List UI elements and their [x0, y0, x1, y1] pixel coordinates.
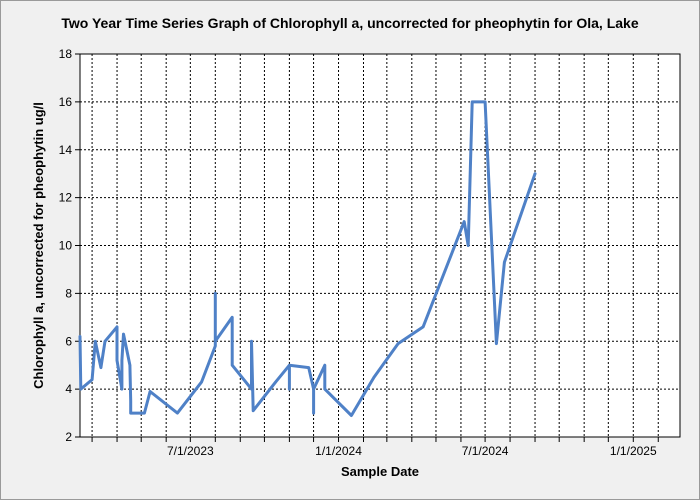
y-tick-label: 18	[59, 47, 73, 61]
data-point	[78, 335, 82, 338]
data-point	[307, 366, 310, 369]
data-point	[396, 342, 400, 345]
data-point	[462, 220, 466, 223]
y-tick-label: 8	[65, 286, 72, 300]
data-point	[471, 100, 474, 104]
y-tick-label: 10	[59, 239, 73, 253]
y-tick-label: 14	[59, 143, 73, 157]
x-tick-label: 1/1/2025	[610, 444, 657, 458]
y-gridlines	[80, 101, 680, 390]
y-tick-label: 16	[59, 95, 73, 109]
data-point	[421, 325, 425, 329]
data-point	[288, 387, 291, 391]
data-point	[99, 366, 103, 369]
data-point	[250, 387, 253, 391]
data-point	[350, 414, 353, 417]
data-point	[129, 399, 132, 403]
data-point	[251, 409, 255, 412]
y-tick-label: 12	[59, 191, 73, 205]
data-point	[231, 363, 234, 367]
data-point	[288, 363, 291, 367]
data-point	[312, 411, 315, 415]
data-point	[323, 363, 327, 367]
data-point	[200, 380, 203, 384]
data-point	[120, 387, 124, 391]
data-point	[120, 359, 124, 362]
data-point	[372, 375, 376, 379]
x-tick-label: 1/1/2024	[315, 444, 362, 458]
data-point	[214, 292, 217, 295]
x-tick-label: 7/1/2023	[167, 444, 214, 458]
data-point	[250, 340, 253, 343]
data-point	[79, 387, 83, 391]
data-point	[274, 380, 277, 384]
data-point	[503, 261, 506, 264]
data-point	[214, 340, 217, 343]
data-point	[312, 387, 315, 391]
data-point	[103, 340, 107, 343]
data-point	[533, 172, 537, 175]
x-axis-label: Sample Date	[341, 464, 419, 479]
x-tick-label: 7/1/2024	[462, 444, 509, 458]
y-tick-label: 4	[65, 382, 72, 396]
data-point	[143, 411, 146, 415]
data-point	[122, 332, 125, 336]
data-point	[231, 316, 234, 319]
y-tick-label: 6	[65, 334, 72, 348]
data-point	[176, 411, 179, 415]
y-axis: 2 4 6 8 10 12 14 16 18	[59, 47, 80, 444]
data-point	[495, 342, 498, 345]
data-point	[466, 244, 470, 247]
data-point	[148, 390, 152, 393]
data-point	[115, 325, 119, 329]
data-point	[94, 340, 97, 343]
data-point	[115, 359, 119, 362]
data-point	[323, 387, 327, 391]
data-point	[90, 378, 94, 381]
chart-title: Two Year Time Series Graph of Chlorophyl…	[61, 15, 638, 31]
data-point	[483, 100, 487, 104]
data-point	[128, 363, 132, 367]
y-axis-label: Chlorophyll a, uncorrected for pheophyti…	[31, 102, 46, 389]
series-layer	[78, 100, 537, 417]
data-point	[129, 411, 132, 415]
y-tick-label: 2	[65, 430, 72, 444]
x-axis: 7/1/2023 1/1/2024 7/1/2024 1/1/2025	[91, 437, 659, 458]
data-point	[214, 344, 217, 348]
